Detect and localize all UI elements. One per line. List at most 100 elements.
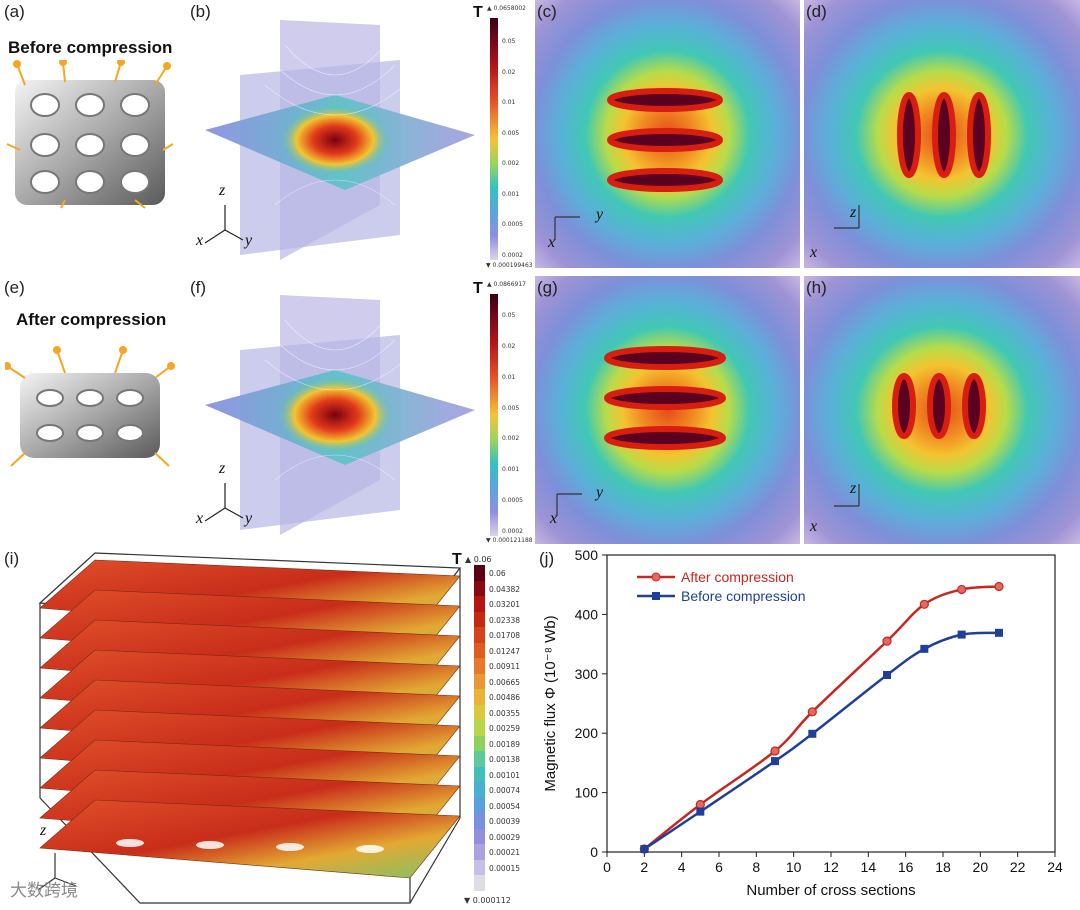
colorbar-i-max: ▲ 0.06 — [465, 555, 492, 564]
axis-x-f: x — [196, 510, 204, 527]
panel-label-a: (a) — [4, 2, 25, 21]
colorbar-i-block — [474, 611, 485, 627]
x-tick-label: 14 — [861, 859, 877, 875]
slice-yx-after — [535, 276, 800, 544]
x-tick-label: 8 — [752, 859, 760, 875]
axis-z-b: z — [219, 182, 226, 199]
colorbar-tick: 0.05 — [502, 38, 516, 45]
colorbar-tick: 0.02 — [502, 68, 516, 76]
colorbar-i-tick: 0.00021 — [489, 848, 521, 857]
colorbar-f-max: ▲ 0.0866917 — [487, 281, 526, 288]
colorbar-i-min: ▼ 0.000112 — [464, 896, 511, 905]
x-tick-label: 0 — [603, 859, 611, 875]
colorbar-tick: 0.002 — [502, 435, 520, 443]
colorbar-i-tick: 0.00138 — [489, 755, 521, 764]
axis-x-g: x — [550, 510, 558, 527]
data-point-before — [771, 757, 779, 766]
axis-x-d: x — [810, 244, 818, 261]
x-tick-label: 2 — [640, 859, 648, 875]
colorbar-i-tick: 0.00355 — [489, 708, 521, 718]
colorbar-i-block — [474, 627, 485, 643]
stacked-slices-3d — [37, 552, 462, 904]
colorbar-tick: 0.05 — [502, 312, 516, 319]
colorbar-i-block — [474, 859, 485, 875]
data-point-before — [995, 628, 1003, 637]
y-tick-label: 0 — [590, 844, 598, 860]
colorbar-i-block — [474, 751, 485, 767]
colorbar-i-block — [474, 766, 485, 782]
colorbar-i-block — [474, 580, 485, 596]
legend-marker-before — [652, 592, 660, 600]
colorbar-i-block — [474, 596, 485, 612]
colorbar-tick: 0.001 — [502, 466, 520, 474]
colorbar-tick: 0.0005 — [502, 497, 523, 505]
slice-xz-after — [804, 276, 1080, 544]
y-tick-label: 100 — [575, 785, 599, 801]
colorbar-i-block — [474, 673, 485, 689]
slice-hole — [276, 843, 304, 851]
colorbar-tick: 0.02 — [502, 342, 516, 350]
axis-x-b: x — [196, 232, 204, 249]
data-point-after — [770, 746, 780, 756]
data-point-after — [994, 581, 1004, 592]
colorbar-tick: 0.0002 — [502, 528, 523, 535]
y-tick-label: 300 — [575, 666, 599, 682]
axis-z-i: z — [40, 822, 47, 839]
slice-hole — [356, 845, 384, 853]
colorbar-b-unit: T — [473, 4, 483, 21]
data-point-before — [808, 729, 817, 738]
colorbar-i-tick: 0.00259 — [489, 724, 521, 733]
colorbar-i-block — [474, 875, 485, 891]
colorbar-tick: 0.005 — [502, 404, 520, 412]
data-point-after — [695, 799, 705, 810]
colorbar-i-tick: 0.00101 — [489, 770, 521, 780]
before-compression-title: Before compression — [8, 38, 173, 57]
colorbar-i-tick: 0.06 — [489, 569, 506, 578]
x-tick-label: 6 — [715, 859, 723, 875]
x-tick-label: 16 — [898, 859, 914, 875]
flux-chart: 0 2 4 6 8 10 12 14 16 18 20 22 240100200300400500Num… — [542, 547, 1063, 899]
x-tick-label: 18 — [935, 859, 951, 875]
field-3d-before — [204, 20, 475, 260]
panel-label-e: (e) — [4, 278, 25, 297]
plot-frame — [606, 554, 1056, 853]
panel-label-h: (h) — [806, 278, 827, 297]
panel-label-f: (f) — [190, 278, 207, 297]
colorbar-tick: 0.001 — [502, 190, 520, 198]
x-tick-label: 22 — [1010, 859, 1026, 875]
colorbar-i-tick: 0.00486 — [489, 693, 521, 702]
axis-z-h: z — [850, 480, 857, 497]
lattice-before-image — [6, 60, 174, 209]
slice-hole — [196, 841, 224, 849]
colorbar-i-tick: 0.00911 — [489, 662, 521, 671]
x-tick-label: 10 — [786, 859, 802, 875]
colorbar-i-unit: T — [452, 551, 462, 568]
panel-label-c: (c) — [537, 2, 557, 21]
data-point-after — [957, 584, 967, 595]
colorbar-i-block — [474, 565, 485, 581]
colorbar-i-tick: 0.00665 — [489, 677, 521, 687]
panel-label-b: (b) — [190, 2, 211, 21]
colorbar-f — [490, 294, 498, 536]
field-3d-after — [204, 295, 475, 535]
panel-label-i: (i) — [4, 549, 20, 568]
colorbar-i-block — [474, 658, 485, 674]
colorbar-i-block — [474, 828, 485, 844]
y-tick-label: 400 — [575, 606, 599, 622]
axis-y-b: y — [245, 232, 253, 249]
x-axis-label: Number of cross sections — [746, 882, 915, 899]
colorbar-tick: 0.0005 — [502, 221, 523, 229]
colorbar-tick: 0.002 — [502, 160, 520, 168]
data-point-after — [882, 636, 892, 646]
x-tick-label: 12 — [823, 859, 839, 875]
colorbar-tick: 0.005 — [502, 129, 520, 137]
axis-y-g: y — [596, 484, 604, 501]
data-point-after — [919, 599, 929, 609]
colorbar-f-unit: T — [473, 280, 483, 297]
colorbar-i-tick: 0.02338 — [489, 615, 521, 625]
colorbar-b-min: ▼ 0.000199463 — [486, 262, 533, 269]
axis-x-h: x — [810, 518, 818, 535]
colorbar-i-block — [474, 813, 485, 829]
data-point-after — [807, 707, 817, 717]
colorbar-i-tick: 0.00054 — [489, 801, 521, 811]
